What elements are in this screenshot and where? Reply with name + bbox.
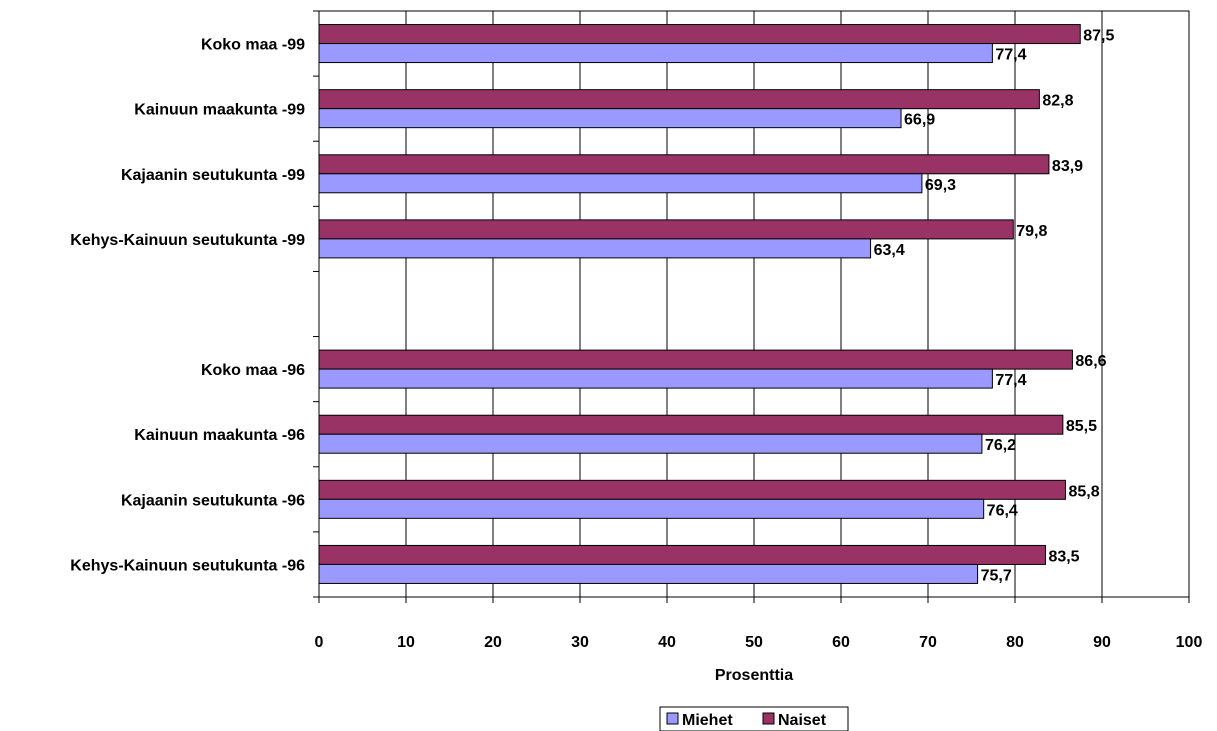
bar-miehet <box>318 238 872 259</box>
bar-naiset <box>318 219 1014 240</box>
bar-miehet <box>318 368 993 389</box>
bar-miehet <box>318 43 993 64</box>
bar-naiset <box>318 24 1081 45</box>
x-tick-label: 30 <box>571 634 589 651</box>
category-label: Kainuun maakunta -96 <box>134 427 305 444</box>
x-tick-label: 0 <box>315 634 324 651</box>
data-label: 87,5 <box>1083 28 1114 45</box>
bar-naiset <box>318 89 1040 110</box>
data-label: 77,4 <box>995 47 1026 64</box>
data-label: 69,3 <box>925 177 956 194</box>
data-label: 79,8 <box>1016 223 1047 240</box>
data-label: 66,9 <box>904 112 935 129</box>
x-tick-label: 10 <box>397 634 415 651</box>
category-label: Kehys-Kainuun seutukunta -99 <box>70 232 305 249</box>
data-label: 77,4 <box>995 372 1026 389</box>
category-label: Kajaanin seutukunta -96 <box>121 492 305 509</box>
bar-miehet <box>318 563 979 584</box>
legend: Miehet Naiset <box>659 706 849 731</box>
legend-box <box>659 706 849 731</box>
plot-area-frame <box>318 10 1190 598</box>
legend-label-naiset: Naiset <box>778 712 827 729</box>
bar-naiset <box>318 349 1073 370</box>
data-label: 63,4 <box>874 242 905 259</box>
data-labels: 87,5 77,4 82,8 66,9 83,9 69,3 79,8 63,4 86,6 77,4… <box>874 28 1115 585</box>
category-label: Kainuun maakunta -99 <box>134 102 305 119</box>
bar-naiset <box>318 544 1046 565</box>
data-label: 75,7 <box>981 567 1012 584</box>
data-label: 83,9 <box>1052 158 1083 175</box>
x-tick-label: 40 <box>658 634 676 651</box>
data-label: 76,4 <box>987 502 1018 519</box>
x-tick-labels: 0 10 20 30 40 50 60 70 80 90 100 <box>315 634 1203 651</box>
category-label: Koko maa -99 <box>201 37 305 54</box>
x-axis-title: Prosenttia <box>715 667 793 684</box>
category-label: Kehys-Kainuun seutukunta -96 <box>70 557 305 574</box>
x-tick-label: 70 <box>919 634 937 651</box>
x-tick-label: 60 <box>832 634 850 651</box>
category-label: Kajaanin seutukunta -99 <box>121 167 305 184</box>
data-label: 85,5 <box>1066 418 1097 435</box>
bar-naiset <box>318 479 1066 500</box>
bar-miehet <box>318 108 902 129</box>
category-label: Koko maa -96 <box>201 362 305 379</box>
data-label: 82,8 <box>1042 93 1073 110</box>
bars <box>318 24 1081 584</box>
data-label: 85,8 <box>1068 483 1099 500</box>
data-label: 76,2 <box>985 437 1016 454</box>
bar-miehet <box>318 173 923 194</box>
category-labels: Koko maa -99 Kainuun maakunta -99 Kajaanin… <box>70 37 305 575</box>
legend-label-miehet: Miehet <box>682 712 733 729</box>
bar-miehet <box>318 433 983 454</box>
x-tick-label: 20 <box>484 634 502 651</box>
legend-swatch-naiset <box>762 712 775 725</box>
x-tick-label: 80 <box>1006 634 1024 651</box>
data-label: 83,5 <box>1048 548 1079 565</box>
bar-naiset <box>318 414 1064 435</box>
bar-naiset <box>318 154 1050 175</box>
x-tick-label: 100 <box>1176 634 1203 651</box>
data-label: 86,6 <box>1075 353 1106 370</box>
x-tick-label: 50 <box>745 634 763 651</box>
legend-swatch-miehet <box>666 712 679 725</box>
x-tick-label: 90 <box>1093 634 1111 651</box>
bar-miehet <box>318 498 985 519</box>
